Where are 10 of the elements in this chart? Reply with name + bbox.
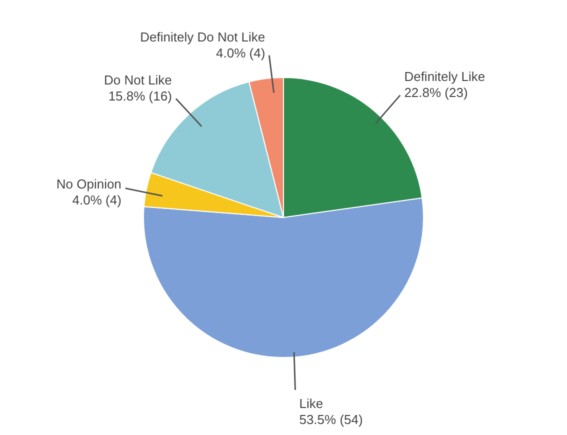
slice-label: Definitely Like xyxy=(404,69,486,84)
data-label: 15.8% (16) xyxy=(108,88,172,104)
data-label: 4.0% (4) xyxy=(216,45,266,60)
slice-label: No Opinion xyxy=(56,176,122,192)
slice-label: Do Not Like xyxy=(104,72,172,88)
slice-label: Definitely Do Not Like xyxy=(140,29,266,44)
slice-label: Like xyxy=(299,396,324,411)
data-label: 53.5% (54) xyxy=(299,412,363,427)
data-label: 4.0% (4) xyxy=(72,192,122,208)
data-label: 22.8% (23) xyxy=(404,85,468,100)
